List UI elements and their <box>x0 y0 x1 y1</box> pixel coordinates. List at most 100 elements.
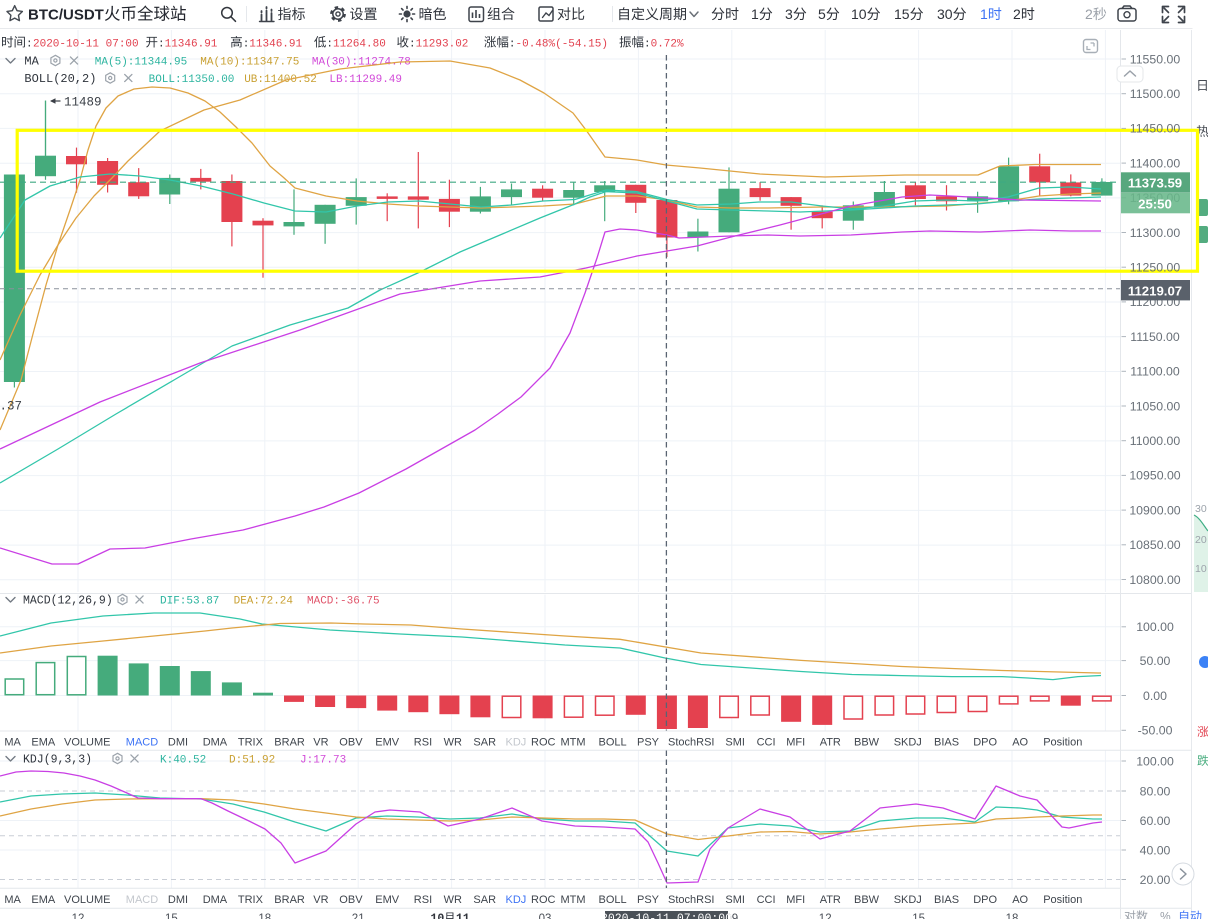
svg-text:10: 10 <box>431 913 445 919</box>
svg-text:WR: WR <box>444 737 462 749</box>
svg-text:StochRSI: StochRSI <box>668 737 714 749</box>
svg-text:EMA: EMA <box>31 737 56 749</box>
svg-text:20.00: 20.00 <box>1140 873 1171 887</box>
svg-text::: : <box>326 39 333 51</box>
svg-text:MTM: MTM <box>561 894 586 906</box>
svg-text::: : <box>509 39 516 51</box>
svg-text::: : <box>158 39 165 51</box>
svg-text:15: 15 <box>165 913 178 919</box>
svg-text:11450.00: 11450.00 <box>1130 122 1181 136</box>
svg-text:MA(5):11344.95: MA(5):11344.95 <box>95 57 187 69</box>
svg-text:ATR: ATR <box>820 737 841 749</box>
svg-text:MFI: MFI <box>786 737 805 749</box>
svg-text:TRIX: TRIX <box>238 737 264 749</box>
svg-text:100.00: 100.00 <box>1136 620 1174 634</box>
svg-text:LB:11299.49: LB:11299.49 <box>329 74 402 86</box>
svg-text:MA: MA <box>4 737 21 749</box>
svg-text:MACD: MACD <box>126 737 158 749</box>
svg-text:5: 5 <box>818 6 826 22</box>
svg-text::: : <box>26 39 33 51</box>
svg-text:CCI: CCI <box>757 894 776 906</box>
svg-text:MACD:-36.75: MACD:-36.75 <box>307 596 380 608</box>
svg-text:2020-10-11 07:00: 2020-10-11 07:00 <box>33 39 139 51</box>
svg-text:J:17.73: J:17.73 <box>300 755 346 767</box>
svg-text:Position: Position <box>1043 894 1082 906</box>
svg-text:BTC/USDT: BTC/USDT <box>28 7 104 24</box>
svg-text:BIAS: BIAS <box>934 894 959 906</box>
svg-text:15: 15 <box>912 913 925 919</box>
svg-text:10900.00: 10900.00 <box>1129 503 1180 517</box>
svg-text:2: 2 <box>1085 6 1093 22</box>
svg-text:SAR: SAR <box>473 894 496 906</box>
svg-text:TRIX: TRIX <box>238 894 264 906</box>
svg-text:0.37: 0.37 <box>0 400 22 414</box>
svg-text:RSI: RSI <box>414 737 432 749</box>
svg-text:11373.59: 11373.59 <box>1128 176 1182 191</box>
svg-text:OBV: OBV <box>339 894 363 906</box>
svg-text:VOLUME: VOLUME <box>64 894 110 906</box>
svg-text:KDJ: KDJ <box>506 737 527 749</box>
svg-text:20: 20 <box>1195 534 1207 546</box>
svg-text:PSY: PSY <box>637 737 660 749</box>
svg-text:ROC: ROC <box>531 894 556 906</box>
svg-text:%: % <box>1160 910 1171 919</box>
svg-text:0.72%: 0.72% <box>651 39 684 51</box>
svg-text:2020-10-11 07:00:00: 2020-10-11 07:00:00 <box>601 912 732 919</box>
svg-text:-0.48%(-54.15): -0.48%(-54.15) <box>516 39 608 51</box>
svg-text:DMI: DMI <box>168 894 188 906</box>
svg-text:AO: AO <box>1012 894 1028 906</box>
svg-text:11550.00: 11550.00 <box>1130 52 1181 66</box>
svg-text:0.00: 0.00 <box>1143 689 1167 703</box>
svg-text:40.00: 40.00 <box>1140 843 1171 857</box>
svg-text:BBW: BBW <box>854 894 880 906</box>
svg-text:03: 03 <box>539 913 552 919</box>
svg-text:D:51.92: D:51.92 <box>229 755 275 767</box>
svg-text:MA: MA <box>24 55 39 69</box>
svg-text:SMI: SMI <box>725 894 745 906</box>
svg-text:AO: AO <box>1012 737 1028 749</box>
svg-text:BBW: BBW <box>854 737 880 749</box>
svg-text:BOLL(20,2): BOLL(20,2) <box>24 72 96 86</box>
svg-text:2: 2 <box>1013 6 1021 22</box>
svg-text:VR: VR <box>313 894 328 906</box>
svg-text:SKDJ: SKDJ <box>894 737 922 749</box>
svg-text:1: 1 <box>980 6 988 22</box>
svg-text:MA: MA <box>4 894 21 906</box>
svg-text:10950.00: 10950.00 <box>1129 469 1180 483</box>
svg-text:OBV: OBV <box>339 737 363 749</box>
svg-text:11250.00: 11250.00 <box>1130 261 1181 275</box>
svg-text:30: 30 <box>937 6 953 22</box>
svg-text:60.00: 60.00 <box>1140 814 1171 828</box>
svg-text:11219.07: 11219.07 <box>1128 283 1182 298</box>
svg-text:DPO: DPO <box>973 894 997 906</box>
svg-text:DEA:72.24: DEA:72.24 <box>234 596 294 608</box>
svg-text:1: 1 <box>751 6 759 22</box>
svg-text:EMV: EMV <box>375 737 400 749</box>
svg-text:CCI: CCI <box>757 737 776 749</box>
svg-text:11346.91: 11346.91 <box>165 39 218 51</box>
svg-text:SKDJ: SKDJ <box>894 894 922 906</box>
svg-text:10850.00: 10850.00 <box>1129 538 1180 552</box>
svg-text:18: 18 <box>1006 913 1019 919</box>
svg-text:11264.80: 11264.80 <box>333 39 386 51</box>
svg-text:MACD: MACD <box>126 894 158 906</box>
svg-text:21: 21 <box>352 913 365 919</box>
svg-text:11300.00: 11300.00 <box>1130 226 1181 240</box>
svg-text:100.00: 100.00 <box>1136 754 1174 768</box>
svg-text:BIAS: BIAS <box>934 737 959 749</box>
svg-text:11150.00: 11150.00 <box>1130 330 1180 344</box>
svg-text:10: 10 <box>1195 563 1207 575</box>
svg-text:25:50: 25:50 <box>1138 196 1172 211</box>
svg-text:11050.00: 11050.00 <box>1130 399 1181 413</box>
svg-text:VOLUME: VOLUME <box>64 737 110 749</box>
svg-text:80.00: 80.00 <box>1140 784 1171 798</box>
svg-text:11500.00: 11500.00 <box>1130 87 1181 101</box>
svg-text:SMI: SMI <box>725 737 745 749</box>
svg-text:EMV: EMV <box>375 894 400 906</box>
svg-text:11293.02: 11293.02 <box>416 39 469 51</box>
svg-text:VR: VR <box>313 737 328 749</box>
svg-text:KDJ: KDJ <box>506 894 527 906</box>
svg-text:10: 10 <box>851 6 867 22</box>
svg-text:BOLL:11350.00: BOLL:11350.00 <box>149 74 235 86</box>
svg-text:50.00: 50.00 <box>1140 654 1171 668</box>
